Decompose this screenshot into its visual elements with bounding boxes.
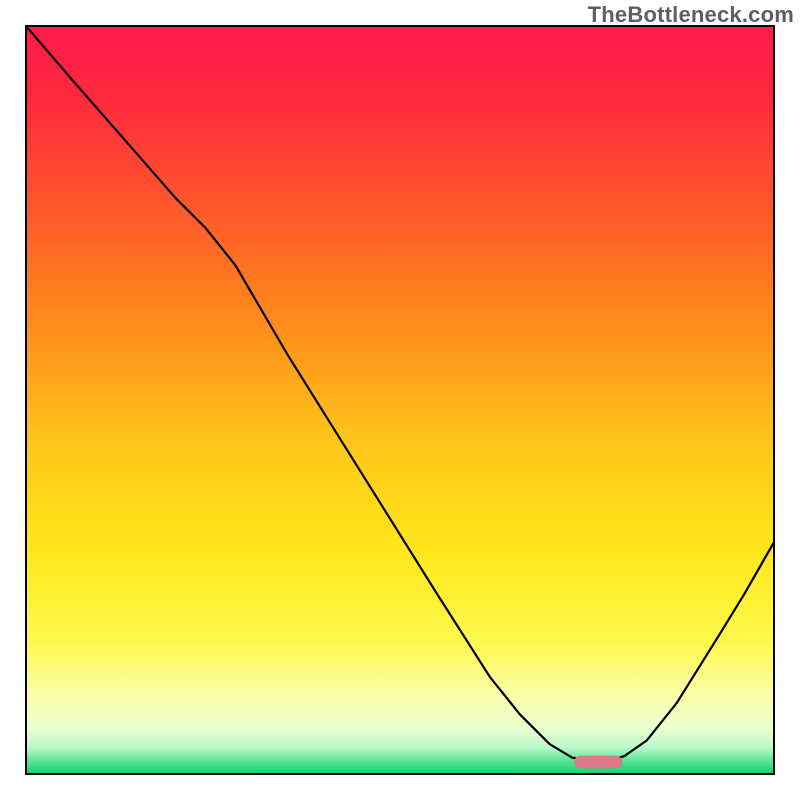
watermark-text: TheBottleneck.com bbox=[588, 2, 794, 28]
chart-svg bbox=[0, 0, 800, 800]
chart-container: TheBottleneck.com bbox=[0, 0, 800, 800]
gradient-background bbox=[26, 26, 774, 774]
minimum-marker bbox=[574, 756, 622, 768]
